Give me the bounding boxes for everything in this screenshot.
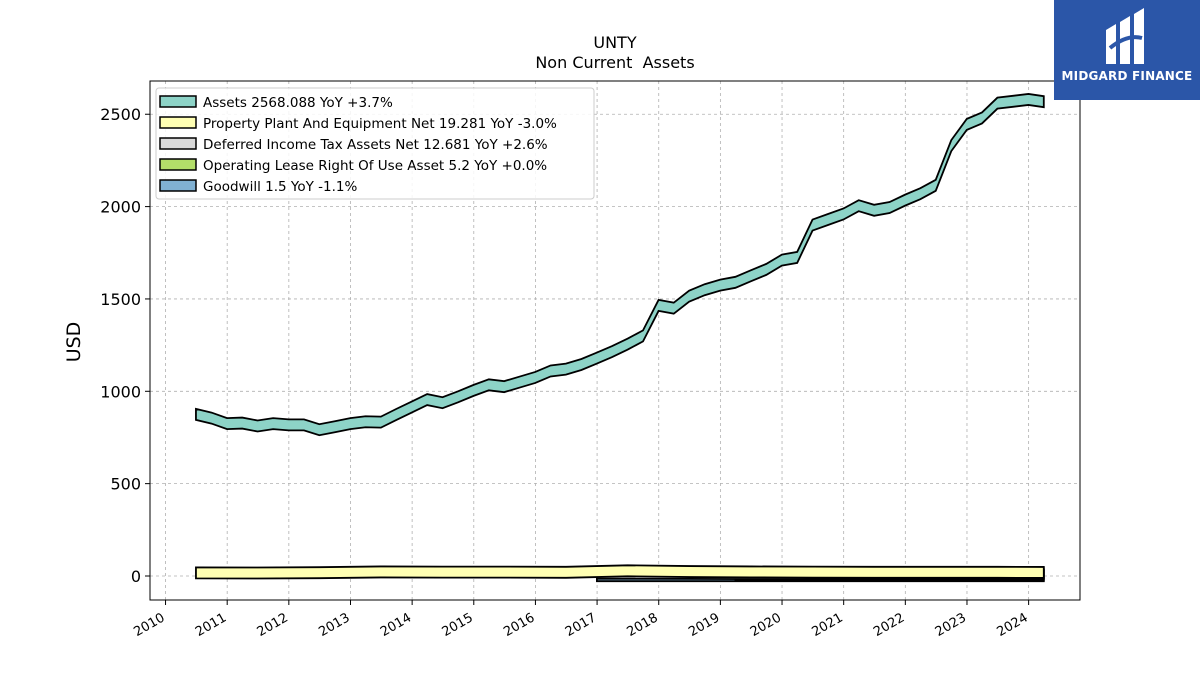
x-tick-label: 2010 xyxy=(131,610,167,640)
legend-entry: Operating Lease Right Of Use Asset 5.2 Y… xyxy=(203,158,547,174)
chart-title: UNTY xyxy=(593,33,636,52)
series-group xyxy=(195,93,1045,583)
plot-frame xyxy=(149,80,1081,601)
legend-entry: Deferred Income Tax Assets Net 12.681 Yo… xyxy=(203,137,548,153)
logo-brand-text: MIDGARD FINANCE xyxy=(1061,69,1193,83)
x-tick-label: 2024 xyxy=(994,610,1030,640)
series-band-property-plant-and-equipment-net xyxy=(195,564,1045,580)
legend-entry: Goodwill 1.5 YoY -1.1% xyxy=(203,179,357,195)
x-tick-label: 2014 xyxy=(378,610,414,640)
legend-swatch xyxy=(159,158,197,171)
x-tick-label: 2023 xyxy=(933,610,969,640)
x-tick-label: 2015 xyxy=(440,610,476,640)
chart-subtitle: Non Current Assets xyxy=(535,53,694,72)
legend: Assets 2568.088 YoY +3.7% Property Plant … xyxy=(155,87,595,200)
x-tick-label: 2021 xyxy=(810,610,846,640)
y-tick-label: 0 xyxy=(131,567,141,586)
legend-swatch xyxy=(159,116,197,129)
legend-entry: Assets 2568.088 YoY +3.7% xyxy=(203,95,393,111)
y-tick-label: 1000 xyxy=(100,382,141,401)
x-tick-label: 2016 xyxy=(501,610,537,640)
y-tick-label: 2500 xyxy=(100,105,141,124)
x-tick-label: 2020 xyxy=(748,610,784,640)
legend-swatch xyxy=(159,179,197,192)
y-tick-label: 500 xyxy=(110,475,141,494)
x-tick-label: 2012 xyxy=(255,610,291,640)
series-band-assets xyxy=(195,93,1045,437)
y-tick-label: 2000 xyxy=(100,198,141,217)
x-tick-label: 2013 xyxy=(316,610,352,640)
midgard-finance-logo: MIDGARD FINANCE xyxy=(1054,0,1200,100)
x-tick-label: 2017 xyxy=(563,610,599,640)
legend-swatch xyxy=(159,95,197,108)
y-tick-label: 1500 xyxy=(100,290,141,309)
x-tick-label: 2019 xyxy=(686,610,722,640)
legend-entry: Property Plant And Equipment Net 19.281 … xyxy=(203,116,557,132)
legend-swatch xyxy=(159,137,197,150)
x-tick-label: 2018 xyxy=(625,610,661,640)
y-axis-label: USD xyxy=(63,322,85,363)
brand-mark-icon xyxy=(1106,8,1144,64)
legend-box xyxy=(155,87,595,200)
x-tick-label: 2011 xyxy=(193,610,229,640)
x-tick-label: 2022 xyxy=(871,610,907,640)
